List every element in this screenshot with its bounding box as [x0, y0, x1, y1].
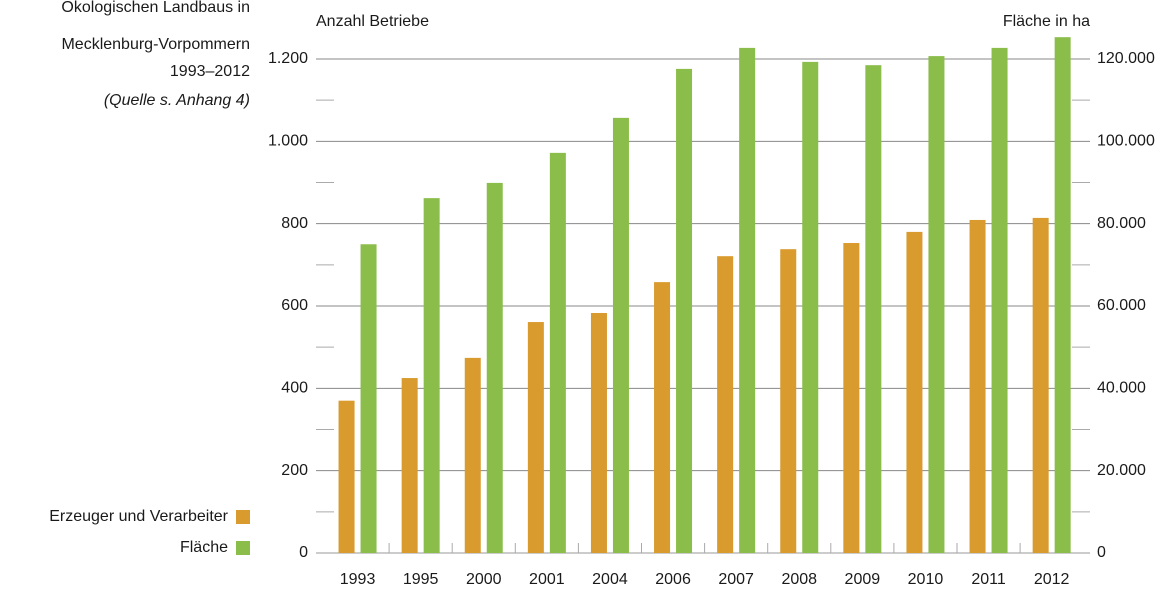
x-tick-label: 2006	[655, 571, 691, 588]
bar	[865, 65, 882, 554]
y-tick-label: 400	[281, 380, 308, 397]
y2-tick-label: 120.000	[1097, 50, 1155, 67]
y2-tick-label: 0	[1097, 544, 1106, 561]
bar	[843, 243, 860, 553]
x-tick-label: 2000	[466, 571, 502, 588]
bar	[802, 61, 819, 554]
y2-tick-label: 80.000	[1097, 215, 1146, 232]
title-line: Ökologischen Landbaus in	[61, 0, 250, 16]
x-tick-label: 2010	[908, 571, 944, 588]
bar	[338, 400, 355, 553]
x-tick-label: 2012	[1034, 571, 1070, 588]
bar	[464, 357, 481, 553]
y2-tick-label: 100.000	[1097, 133, 1155, 150]
bar	[590, 312, 607, 553]
bar	[549, 152, 566, 554]
x-tick-label: 2008	[781, 571, 817, 588]
title-line: Mecklenburg-Vorpommern	[61, 36, 250, 53]
y-tick-label: 1.200	[268, 50, 308, 67]
y-tick-label: 0	[299, 544, 308, 561]
y-tick-label: 600	[281, 297, 308, 314]
x-tick-label: 2004	[592, 571, 628, 588]
bar	[906, 231, 923, 553]
bar	[991, 47, 1008, 553]
y-axis-label: Anzahl Betriebe	[316, 13, 429, 30]
bar	[1054, 37, 1071, 554]
bar	[527, 322, 544, 553]
x-tick-label: 2007	[718, 571, 754, 588]
legend-label: Fläche	[180, 539, 228, 556]
legend-swatch	[236, 541, 250, 555]
y2-tick-label: 40.000	[1097, 380, 1146, 397]
x-tick-label: 2011	[971, 571, 1006, 588]
bar	[654, 282, 671, 553]
bar	[1032, 217, 1049, 554]
bar	[423, 198, 440, 554]
y-tick-label: 1.000	[268, 133, 308, 150]
bar	[486, 182, 503, 553]
y-tick-label: 200	[281, 462, 308, 479]
y2-axis-label: Fläche in ha	[1003, 13, 1090, 30]
x-tick-label: 1995	[403, 571, 439, 588]
title-line: 1993–2012	[170, 63, 250, 80]
bar	[739, 47, 756, 553]
source: (Quelle s. Anhang 4)	[104, 92, 250, 109]
legend-swatch	[236, 510, 250, 524]
bar	[717, 256, 734, 553]
bar	[969, 219, 986, 553]
bar	[360, 244, 377, 553]
x-tick-label: 1993	[340, 571, 376, 588]
bar	[612, 117, 629, 553]
x-tick-label: 2009	[845, 571, 881, 588]
bar	[401, 378, 418, 553]
bar	[928, 56, 945, 553]
legend-label: Erzeuger und Verarbeiter	[49, 508, 228, 525]
x-tick-label: 2001	[529, 571, 565, 588]
y2-tick-label: 60.000	[1097, 297, 1146, 314]
bar	[780, 249, 797, 553]
y-tick-label: 800	[281, 215, 308, 232]
bar	[676, 68, 693, 553]
y2-tick-label: 20.000	[1097, 462, 1146, 479]
